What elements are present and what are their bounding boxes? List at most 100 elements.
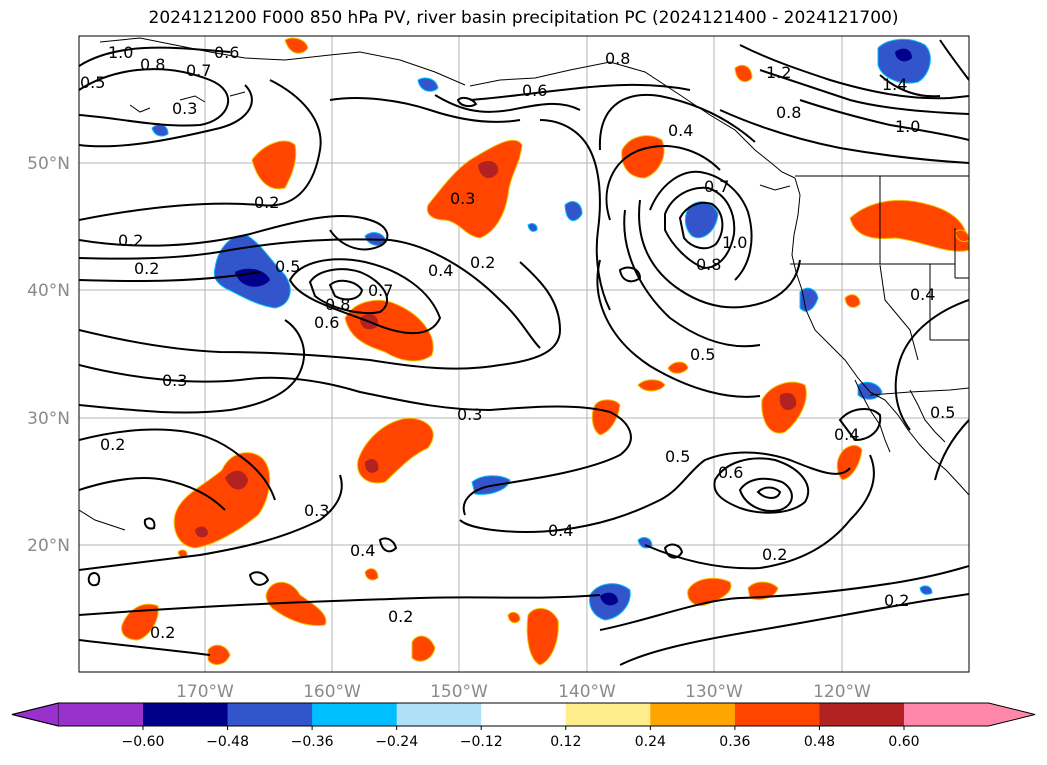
map-panel: 1.0 0.8 0.7 0.6 0.5 0.3 0.8 0.6 1.2 1.4 … (78, 35, 970, 673)
precip-negative-region (564, 201, 583, 222)
colorbar-tick-label: −0.36 (291, 734, 334, 750)
contour-label: 0.3 (172, 99, 197, 118)
map-title: 2024121200 F000 850 hPa PV, river basin … (148, 8, 899, 28)
lat-label-50n: 50°N (27, 154, 70, 174)
precip-positive-region (195, 470, 248, 538)
contour-label: 0.4 (548, 521, 573, 540)
lon-label-170w: 170°W (176, 682, 234, 702)
precip-positive-region (526, 607, 559, 666)
precip-positive-region (637, 379, 666, 392)
precip-positive-region (507, 611, 521, 624)
colorbar-tick-label: −0.24 (375, 734, 418, 750)
contour-label: 0.4 (668, 121, 693, 140)
colorbar-segment (58, 703, 143, 726)
colorbar-tick-label: 0.24 (635, 734, 666, 750)
precip-positive-region (591, 399, 621, 436)
colorbar-segment (650, 703, 736, 726)
contour-label: 0.4 (428, 261, 453, 280)
contour-label: 0.3 (162, 371, 187, 390)
precip-negative-regions (151, 38, 933, 621)
precip-positive-region (747, 581, 779, 601)
colorbar-segment (565, 703, 651, 726)
pv-contours (79, 39, 969, 666)
colorbar: −0.60 −0.48 −0.36 −0.24 −0.12 0.12 0.24 0.36 0.4… (11, 702, 1036, 750)
precip-negative-region (527, 223, 538, 232)
map-frame (78, 35, 970, 673)
precip-positive-region (121, 603, 159, 641)
contour-label: 0.2 (100, 435, 125, 454)
contour-label: 1.0 (722, 233, 747, 252)
contour-label: 0.5 (930, 403, 955, 422)
latitude-labels: 50°N 40°N 30°N 20°N (27, 154, 70, 556)
contour-label: 0.5 (275, 257, 300, 276)
contour-label: 0.6 (522, 81, 547, 100)
precip-positive-region (284, 37, 309, 54)
colorbar-segment (819, 703, 905, 726)
precip-positive-region (844, 294, 861, 308)
precip-negative-region (417, 77, 439, 92)
contour-label: 0.2 (388, 607, 413, 626)
precip-positive-region (364, 568, 379, 581)
precip-negative-region (895, 48, 912, 62)
contour-label: 0.2 (118, 231, 143, 250)
contour-label: 0.5 (690, 345, 715, 364)
colorbar-tick-label: 0.12 (550, 734, 581, 750)
lat-label-40n: 40°N (27, 281, 70, 301)
contour-label: 0.8 (140, 55, 165, 74)
precip-negative-region (799, 287, 819, 312)
contour-label: 0.5 (80, 73, 105, 92)
contour-label: 0.4 (350, 541, 375, 560)
contour-label: 0.6 (214, 43, 239, 62)
coastlines (79, 37, 969, 531)
colorbar-tick-label: 0.36 (719, 734, 750, 750)
precip-positive-region (364, 459, 379, 473)
precip-positive-region (667, 361, 689, 374)
lon-label-140w: 140°W (558, 682, 616, 702)
lat-label-20n: 20°N (27, 536, 70, 556)
colorbar-extend-high (904, 703, 1035, 726)
colorbar-tick-label: −0.60 (122, 734, 165, 750)
contour-labels: 1.0 0.8 0.7 0.6 0.5 0.3 0.8 0.6 1.2 1.4 … (80, 43, 955, 642)
precip-positive-region (954, 229, 969, 243)
colorbar-tick-label: −0.48 (206, 734, 249, 750)
colorbar-segments (11, 702, 1036, 727)
precip-positive-region (207, 644, 231, 666)
colorbar-segment (481, 703, 567, 726)
contour-label: 0.8 (776, 103, 801, 122)
colorbar-segment (312, 703, 398, 726)
contour-label: 1.0 (895, 117, 920, 136)
contour-label: 0.2 (134, 259, 159, 278)
contour-label: 0.4 (910, 285, 935, 304)
lon-label-120w: 120°W (813, 682, 871, 702)
precip-positive-region (478, 160, 499, 179)
colorbar-tick-label: −0.12 (460, 734, 503, 750)
colorbar-outline (11, 702, 1036, 727)
contour-label: 0.8 (325, 295, 350, 314)
lon-label-160w: 160°W (303, 682, 361, 702)
contour-label: 0.2 (254, 193, 279, 212)
graticule (79, 36, 969, 672)
lon-label-130w: 130°W (685, 682, 743, 702)
precip-positive-region (779, 392, 797, 411)
contour-label: 0.2 (884, 591, 909, 610)
contour-label: 0.5 (665, 447, 690, 466)
contour-label: 0.7 (704, 177, 729, 196)
precip-negative-region (235, 268, 270, 287)
contour-label: 0.7 (368, 281, 393, 300)
contour-label: 0.6 (718, 463, 743, 482)
contour-label: 0.2 (150, 623, 175, 642)
colorbar-tick-label: 0.60 (888, 734, 919, 750)
contour-label: 0.7 (186, 61, 211, 80)
precip-positive-region (734, 64, 753, 83)
contour-label: 0.6 (314, 313, 339, 332)
contour-label: 0.8 (696, 255, 721, 274)
precip-negative-region (637, 537, 653, 549)
precip-positive-region (265, 581, 327, 627)
lat-label-30n: 30°N (27, 409, 70, 429)
lon-label-150w: 150°W (430, 682, 488, 702)
precip-negative-region (919, 585, 933, 595)
longitude-labels: 170°W 160°W 150°W 140°W 130°W 120°W (176, 682, 871, 702)
precip-positive-region (426, 139, 523, 239)
contour-label: 0.4 (834, 425, 859, 444)
